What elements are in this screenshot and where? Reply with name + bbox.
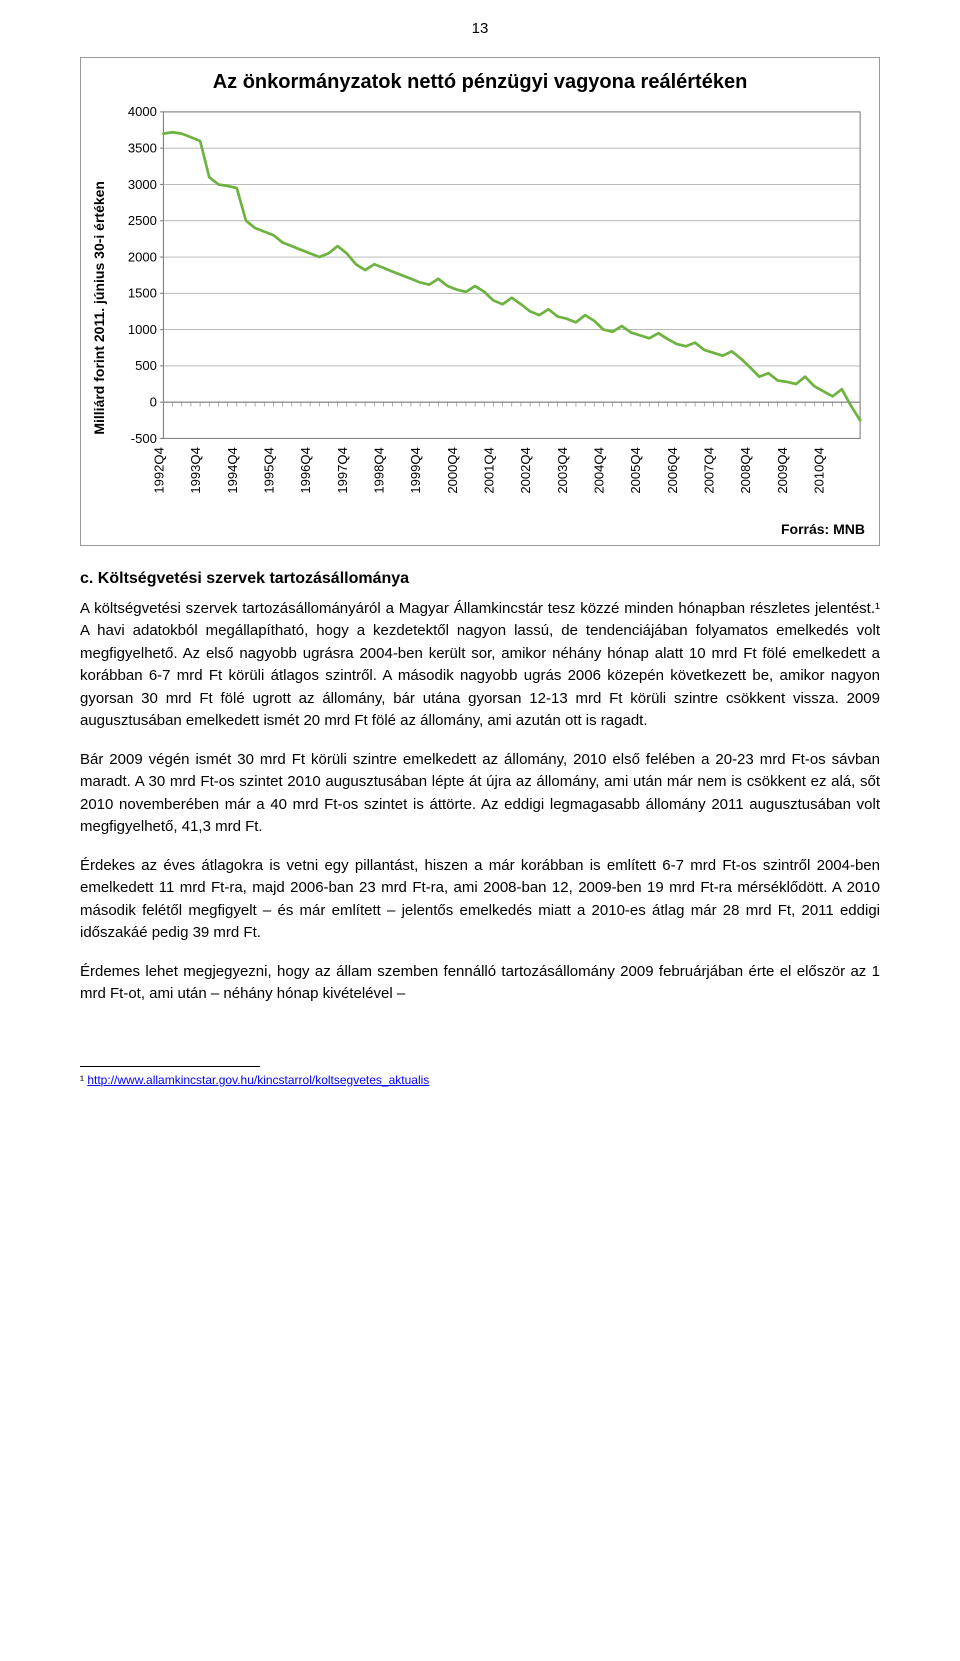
svg-text:3000: 3000 [128,177,157,192]
svg-text:3500: 3500 [128,141,157,156]
svg-text:2009Q4: 2009Q4 [775,447,790,493]
svg-text:1500: 1500 [128,286,157,301]
chart-source-label: Forrás: MNB [89,515,871,537]
body-paragraph-3: Érdekes az éves átlagokra is vetni egy p… [80,855,880,945]
svg-text:2001Q4: 2001Q4 [481,447,496,493]
svg-text:2003Q4: 2003Q4 [555,447,570,493]
footnote: ¹ http://www.allamkincstar.gov.hu/kincst… [80,1073,880,1087]
svg-text:2007Q4: 2007Q4 [701,447,716,493]
svg-text:1993Q4: 1993Q4 [188,447,203,493]
svg-text:1999Q4: 1999Q4 [408,447,423,493]
body-paragraph-2: Bár 2009 végén ismét 30 mrd Ft körüli sz… [80,749,880,839]
svg-text:1995Q4: 1995Q4 [261,447,276,493]
chart-plot-area: -500 0 500 1000 1500 2000 2500 3000 3500 4000 1992… [109,101,871,515]
svg-text:2004Q4: 2004Q4 [591,447,606,493]
svg-text:2000: 2000 [128,249,157,264]
svg-text:1000: 1000 [128,322,157,337]
svg-text:1998Q4: 1998Q4 [371,447,386,493]
footnote-separator [80,1066,260,1067]
page-number: 13 [80,0,880,57]
svg-text:1997Q4: 1997Q4 [335,447,350,493]
svg-text:0: 0 [150,395,157,410]
svg-text:1994Q4: 1994Q4 [225,447,240,493]
svg-text:-500: -500 [131,431,157,446]
document-page: 13 Az önkormányzatok nettó pénzügyi vagy… [0,0,960,1127]
svg-text:2500: 2500 [128,213,157,228]
body-paragraph-4: Érdemes lehet megjegyezni, hogy az állam… [80,961,880,1006]
footnote-marker: ¹ [80,1073,84,1087]
svg-text:1992Q4: 1992Q4 [151,447,166,493]
svg-text:1996Q4: 1996Q4 [298,447,313,493]
svg-text:2005Q4: 2005Q4 [628,447,643,493]
footnote-link[interactable]: http://www.allamkincstar.gov.hu/kincstar… [87,1073,429,1087]
svg-text:2000Q4: 2000Q4 [445,447,460,493]
section-heading: c. Költségvetési szervek tartozásállomán… [80,570,880,588]
chart-title: Az önkormányzatok nettó pénzügyi vagyona… [89,70,871,95]
svg-text:4000: 4000 [128,104,157,119]
svg-text:500: 500 [135,358,157,373]
chart-y-axis-label: Milliárd forint 2011. június 30-i értéke… [89,101,109,515]
svg-text:2008Q4: 2008Q4 [738,447,753,493]
svg-text:2006Q4: 2006Q4 [665,447,680,493]
svg-text:2010Q4: 2010Q4 [811,447,826,493]
body-paragraph-1: A költségvetési szervek tartozásállomány… [80,598,880,733]
chart-container: Az önkormányzatok nettó pénzügyi vagyona… [80,57,880,546]
svg-text:2002Q4: 2002Q4 [518,447,533,493]
line-chart: -500 0 500 1000 1500 2000 2500 3000 3500 4000 1992… [109,101,871,515]
